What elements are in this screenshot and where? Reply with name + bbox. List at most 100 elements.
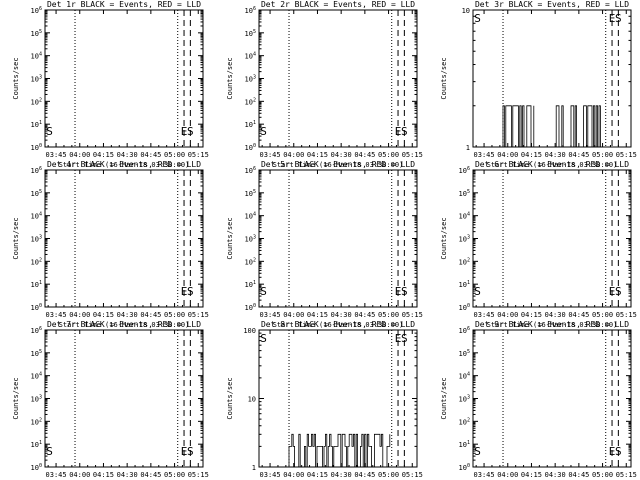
y-tick-label: 105 — [459, 349, 470, 358]
y-tick-label: 102 — [31, 417, 42, 426]
y-tick-label: 105 — [245, 189, 256, 198]
y-tick-label: 106 — [31, 326, 42, 335]
y-tick-label: 103 — [31, 395, 42, 404]
y-axis-label: Counts/sec — [440, 377, 448, 419]
event-marker-s: S — [615, 285, 622, 298]
x-tick-label: 03:45 — [474, 471, 495, 479]
x-axis-label: Start Time (16-Mar-18 03:38:00) — [59, 321, 190, 329]
x-tick-label: 05:00 — [164, 151, 185, 159]
y-tick-label: 100 — [459, 463, 470, 472]
x-tick-label: 04:15 — [521, 471, 542, 479]
x-axis-label: Start Time (16-Mar-18 03:38:00) — [273, 161, 404, 169]
y-tick-label: 103 — [459, 235, 470, 244]
plot-frame — [472, 329, 632, 468]
x-tick-label: 04:45 — [568, 151, 589, 159]
x-tick-label: 04:30 — [331, 311, 352, 319]
y-tick-label: 106 — [245, 6, 256, 15]
x-tick-label: 04:30 — [545, 471, 566, 479]
event-marker-s: S — [46, 125, 53, 138]
event-marker-s: S — [401, 332, 408, 345]
y-tick-label: 105 — [31, 29, 42, 38]
y-tick-label: 104 — [459, 212, 470, 221]
x-tick-label: 04:15 — [307, 471, 328, 479]
x-tick-label: 05:15 — [188, 151, 209, 159]
x-tick-label: 04:00 — [283, 151, 304, 159]
y-tick-label: 106 — [31, 6, 42, 15]
y-tick-label: 100 — [243, 327, 256, 335]
x-tick-label: 04:15 — [93, 151, 114, 159]
y-tick-label: 102 — [245, 257, 256, 266]
event-marker-e: E — [181, 285, 188, 298]
y-axis-label: Counts/sec — [12, 377, 20, 419]
x-tick-label: 03:45 — [260, 151, 281, 159]
event-marker-e: E — [395, 285, 402, 298]
x-tick-label: 04:00 — [69, 311, 90, 319]
y-axis-label: Counts/sec — [440, 57, 448, 99]
x-tick-label: 04:15 — [307, 151, 328, 159]
x-tick-label: 04:15 — [521, 311, 542, 319]
plot-frame — [472, 9, 632, 148]
y-tick-label: 101 — [459, 280, 470, 289]
y-tick-label: 102 — [245, 97, 256, 106]
y-tick-label: 103 — [459, 395, 470, 404]
plot-frame — [44, 9, 204, 148]
y-tick-label: 1 — [252, 464, 256, 472]
event-marker-s: S — [46, 445, 53, 458]
x-tick-label: 05:15 — [402, 311, 423, 319]
y-axis-label: Counts/sec — [440, 217, 448, 259]
y-tick-label: 101 — [31, 280, 42, 289]
x-tick-label: 04:30 — [331, 151, 352, 159]
event-marker-s: S — [615, 12, 622, 25]
x-tick-label: 04:30 — [545, 151, 566, 159]
x-tick-label: 05:15 — [616, 311, 637, 319]
x-tick-label: 05:00 — [378, 311, 399, 319]
y-axis-label: Counts/sec — [226, 57, 234, 99]
x-tick-label: 04:00 — [283, 311, 304, 319]
x-axis-label: Start Time (16-Mar-18 03:38:00) — [487, 161, 618, 169]
x-tick-label: 04:30 — [331, 471, 352, 479]
chart-title: Det 7r BLACK = Events, RED = LLD — [47, 320, 201, 329]
y-tick-label: 106 — [31, 166, 42, 175]
x-tick-label: 04:15 — [93, 471, 114, 479]
x-tick-label: 04:00 — [497, 471, 518, 479]
chart-title: Det 2r BLACK = Events, RED = LLD — [261, 0, 415, 9]
event-marker-s: S — [474, 12, 481, 25]
y-tick-label: 10 — [248, 396, 256, 404]
x-tick-label: 05:15 — [402, 151, 423, 159]
event-marker-e: E — [609, 445, 616, 458]
y-tick-label: 104 — [245, 212, 256, 221]
y-tick-label: 106 — [459, 166, 470, 175]
y-tick-label: 100 — [459, 303, 470, 312]
y-tick-label: 100 — [31, 463, 42, 472]
x-tick-label: 05:00 — [164, 471, 185, 479]
event-marker-e: E — [395, 332, 402, 345]
y-tick-label: 106 — [459, 326, 470, 335]
chart-title: Det 3r BLACK = Events, RED = LLD — [475, 0, 629, 9]
x-tick-label: 05:00 — [164, 311, 185, 319]
y-axis-label: Counts/sec — [12, 217, 20, 259]
x-axis-label: Start Time (16-Mar-18 03:38:00) — [487, 321, 618, 329]
x-tick-label: 04:30 — [545, 311, 566, 319]
x-tick-label: 04:00 — [497, 311, 518, 319]
event-marker-s: S — [187, 445, 194, 458]
x-tick-label: 04:00 — [69, 151, 90, 159]
x-tick-label: 05:15 — [188, 311, 209, 319]
y-tick-label: 104 — [31, 212, 42, 221]
x-tick-label: 05:00 — [592, 151, 613, 159]
y-tick-label: 104 — [245, 52, 256, 61]
x-tick-label: 05:15 — [188, 471, 209, 479]
x-tick-label: 03:45 — [46, 311, 67, 319]
event-marker-e: E — [181, 125, 188, 138]
y-tick-label: 100 — [245, 143, 256, 152]
event-count-trace — [502, 105, 535, 148]
y-axis-label: Counts/sec — [226, 377, 234, 419]
plot-frame — [44, 329, 204, 468]
event-marker-s: S — [401, 285, 408, 298]
x-axis-label: Start Time (16-Mar-18 03:38:00) — [59, 161, 190, 169]
event-marker-s: S — [187, 125, 194, 138]
